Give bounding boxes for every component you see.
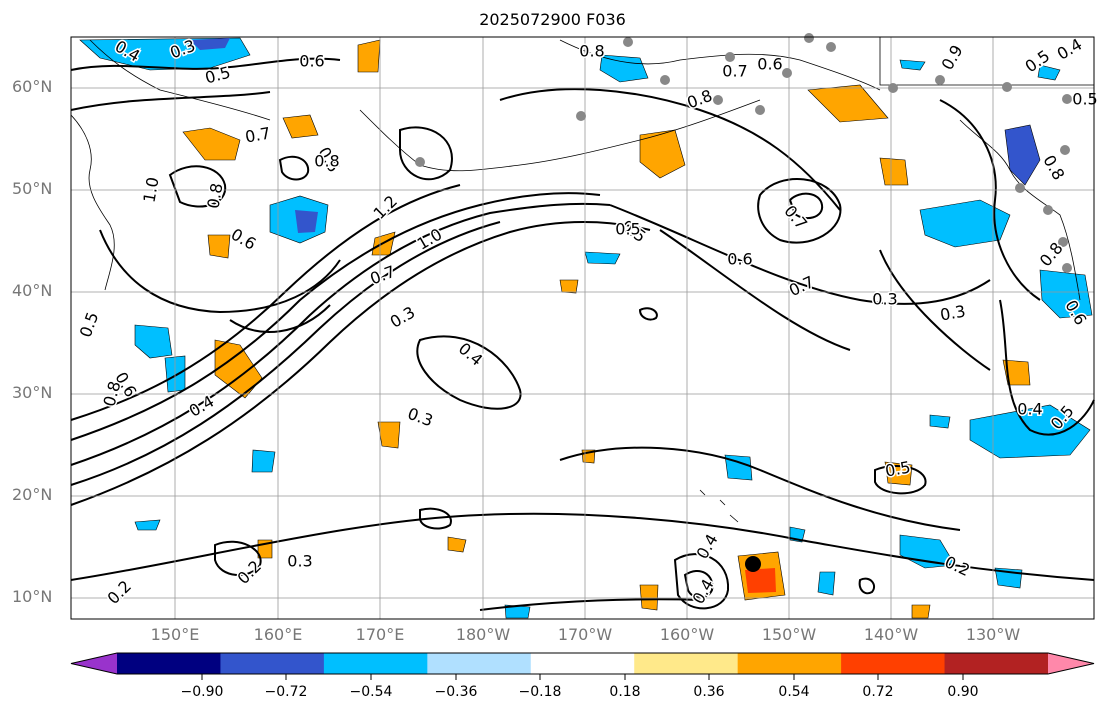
lat-label-20n: 20°N xyxy=(12,485,53,504)
contour-label: 0.3 xyxy=(287,552,312,571)
figure-title: 2025072900 F036 xyxy=(479,10,626,29)
contour-label: 0.4 xyxy=(1017,400,1042,419)
contour-label: 0.5 xyxy=(1072,90,1097,109)
lon-label-160e: 160°E xyxy=(253,625,303,644)
grid-lines xyxy=(71,37,1094,619)
contour-label: 0.6 xyxy=(299,52,324,71)
lon-label-170w: 170°W xyxy=(557,625,613,644)
lat-label-10n: 10°N xyxy=(12,587,53,606)
colorbar-segment xyxy=(944,653,1049,674)
contour-label: 0.8 xyxy=(579,42,604,61)
storm-center-marker xyxy=(745,556,761,572)
colorbar-segment xyxy=(841,653,946,674)
contour-label: 0.3 xyxy=(872,290,897,309)
colorbar-label: −0.36 xyxy=(434,684,478,700)
lat-label-40n: 40°N xyxy=(12,281,53,300)
contour-label: 1.0 xyxy=(139,176,162,204)
colorbar-segment xyxy=(634,653,739,674)
lon-label-170e: 170°E xyxy=(355,625,405,644)
colorbar-label: −0.72 xyxy=(264,684,308,700)
lon-label-180w: 180°W xyxy=(455,625,511,644)
colorbar-segment xyxy=(427,653,532,674)
lat-label-50n: 50°N xyxy=(12,179,53,198)
colorbar-segment xyxy=(323,653,428,674)
contour-lines xyxy=(70,57,1095,611)
station-markers xyxy=(415,33,1072,273)
colorbar-label: 0.90 xyxy=(947,684,979,700)
colorbar-label: 0.54 xyxy=(778,684,810,700)
coastlines xyxy=(70,37,1094,523)
colorbar-segment xyxy=(530,653,635,674)
colorbar-segment xyxy=(737,653,842,674)
colorbar-segment xyxy=(220,653,325,674)
contour-label: 0.6 xyxy=(727,250,752,269)
lon-label-130w: 130°W xyxy=(965,625,1021,644)
colorbar-label: 0.18 xyxy=(609,684,641,700)
lon-label-140w: 140°W xyxy=(863,625,919,644)
colorbar-label: −0.54 xyxy=(349,684,393,700)
colorbar-label: 0.72 xyxy=(862,684,894,700)
colorbar xyxy=(70,652,1095,675)
lat-label-30n: 30°N xyxy=(12,383,53,402)
colorbar-outline xyxy=(70,652,1095,675)
contour-label: 0.7 xyxy=(722,62,747,81)
contour-label: 0.8 xyxy=(314,152,339,171)
map-background xyxy=(71,37,1094,619)
colorbar-label: 0.36 xyxy=(693,684,725,700)
colorbar-extend-min xyxy=(71,653,117,674)
contour-label: 0.6 xyxy=(757,55,782,74)
colorbar-ticks xyxy=(201,674,964,680)
colorbar-segment xyxy=(117,653,221,674)
lat-label-60n: 60°N xyxy=(12,77,53,96)
colorbar-label: −0.18 xyxy=(518,684,562,700)
lon-label-150e: 150°E xyxy=(150,625,200,644)
contour-label: 0.5 xyxy=(615,220,640,239)
colorbar-extend-max xyxy=(1048,653,1094,674)
map-frame xyxy=(70,36,1095,620)
lon-label-150w: 150°W xyxy=(761,625,817,644)
lon-label-160w: 160°W xyxy=(659,625,715,644)
colorbar-label: −0.90 xyxy=(180,684,224,700)
